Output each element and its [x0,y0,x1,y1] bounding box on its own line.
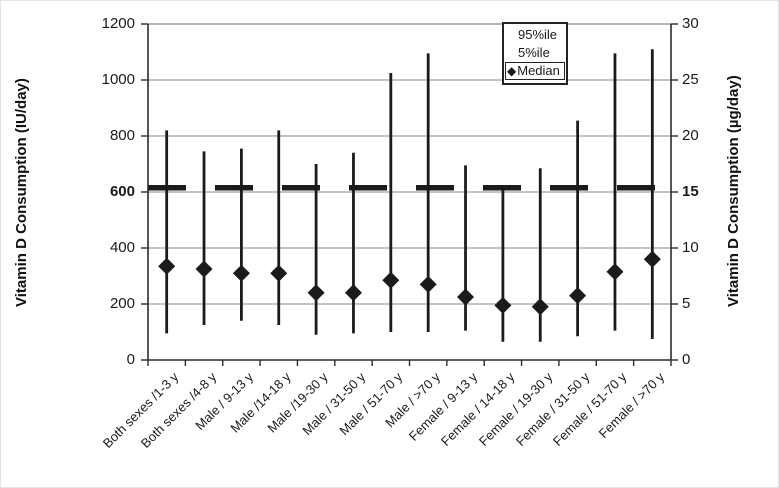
right-axis-tick-label: 20 [682,127,699,144]
median-diamond-icon: ◆ [507,64,517,78]
right-axis-tick-label: 30 [682,15,699,32]
left-axis-tick-label: 1200 [101,15,135,32]
median-diamond [307,284,325,302]
left-axis-title: Vitamin D Consumption (IU/day) [13,78,30,307]
right-axis-tick-label: 25 [682,71,699,88]
right-axis-tick-label: 10 [682,239,699,256]
median-diamond [232,264,250,282]
left-axis-tick-label: 600 [109,183,135,200]
legend-label-5th-percentile: 5%ile [518,45,550,60]
legend-label-95th-percentile: 95%ile [518,27,558,42]
median-diamond [606,263,624,281]
legend: 95%ile 5%ile ◆ Median [502,22,568,85]
right-axis-tick-label: 0 [682,351,691,368]
legend-entry-5th-percentile: 5%ile [504,44,566,62]
legend-entry-median: ◆ Median [505,62,565,80]
left-axis-tick-label: 0 [126,351,135,368]
median-diamond [382,271,400,289]
median-diamond [419,275,437,293]
legend-label-median: Median [517,63,560,78]
right-axis-tick-label: 15 [682,183,699,200]
median-diamond [643,250,661,268]
left-axis-tick-label: 1000 [101,71,135,88]
median-diamond [457,288,475,306]
median-diamond [195,260,213,278]
median-diamond [344,284,362,302]
median-diamond [531,298,549,316]
median-diamond [158,257,176,275]
left-axis-tick-label: 400 [109,239,135,256]
median-diamond [569,287,587,305]
right-axis-title: Vitamin D Consumption (µg/day) [725,75,742,307]
left-axis-tick-label: 800 [109,127,135,144]
legend-entry-95th-percentile: 95%ile [504,24,566,44]
median-diamond [270,264,288,282]
right-axis-tick-label: 5 [682,295,691,312]
median-diamond [494,296,512,314]
left-axis-tick-label: 200 [109,295,135,312]
